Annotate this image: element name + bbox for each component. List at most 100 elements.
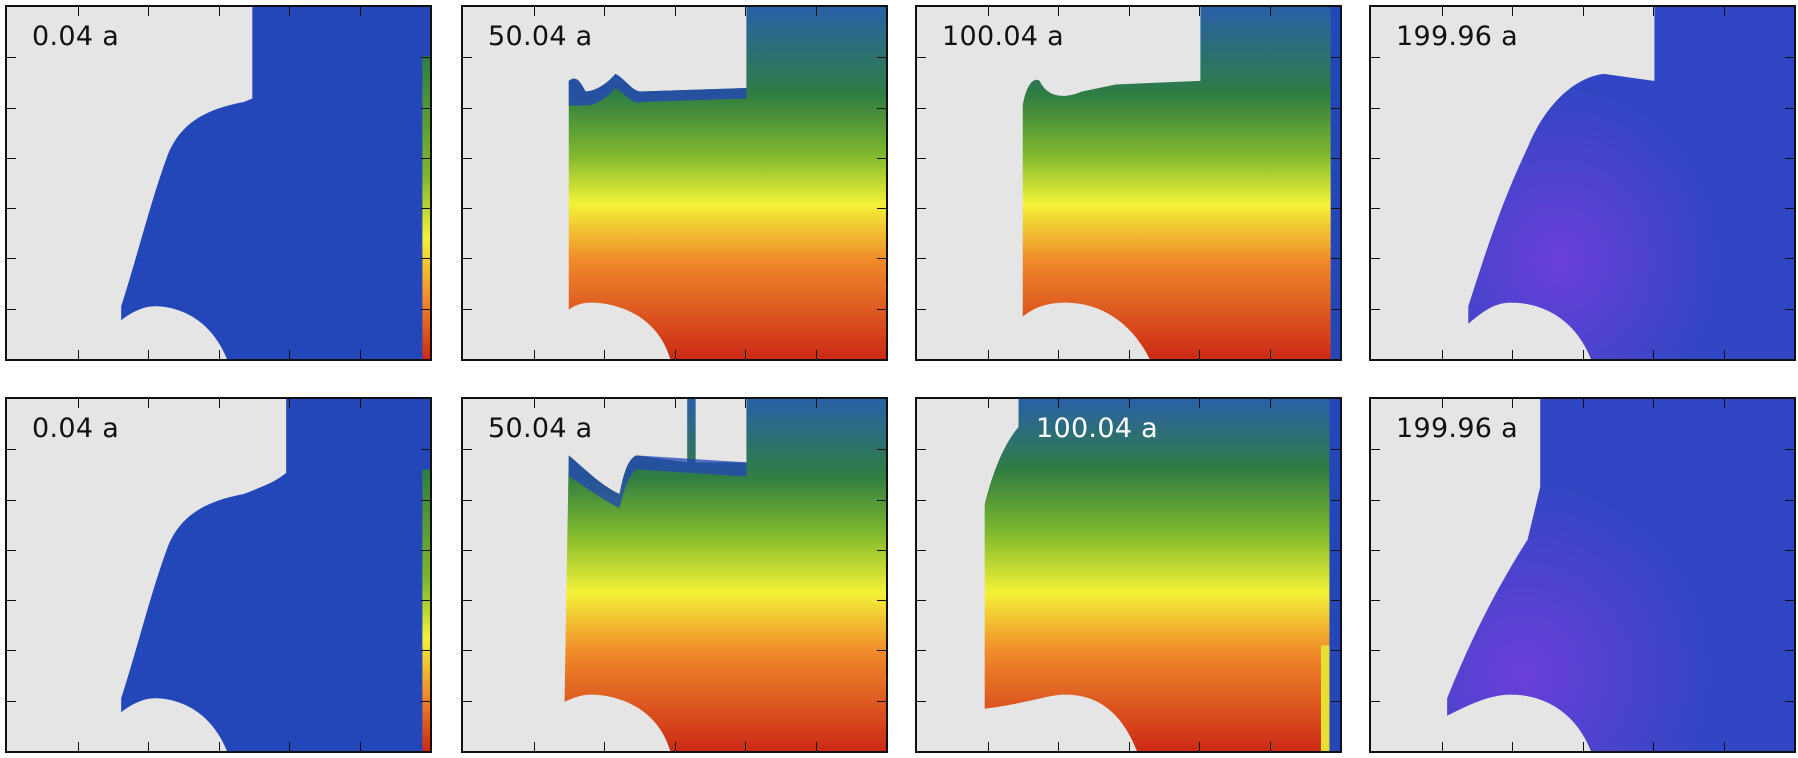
heatmap-plot bbox=[1022, 7, 1340, 359]
heatmap-panel-r1c4: 199.96 a bbox=[1369, 5, 1796, 361]
x-tick-bottom bbox=[1270, 742, 1271, 751]
x-tick-top bbox=[1583, 399, 1584, 408]
thin-blue-top-edge bbox=[568, 455, 747, 509]
x-tick-top bbox=[604, 399, 605, 408]
x-tick-top bbox=[78, 399, 79, 408]
y-tick-left bbox=[463, 650, 472, 651]
x-tick-bottom bbox=[604, 350, 605, 359]
panel-time-label: 50.04 a bbox=[488, 413, 593, 444]
y-tick-left bbox=[463, 600, 472, 601]
x-tick-bottom bbox=[1442, 742, 1443, 751]
y-tick-right bbox=[421, 701, 430, 702]
x-tick-top bbox=[1129, 7, 1130, 16]
y-tick-left bbox=[1371, 449, 1380, 450]
y-tick-left bbox=[917, 208, 926, 209]
y-tick-left bbox=[1371, 208, 1380, 209]
y-tick-left bbox=[1371, 258, 1380, 259]
x-tick-top bbox=[745, 399, 746, 408]
x-tick-bottom bbox=[289, 742, 290, 751]
thin-blue-top-edge bbox=[568, 73, 747, 106]
y-tick-right bbox=[421, 309, 430, 310]
y-tick-left bbox=[1371, 550, 1380, 551]
x-tick-top bbox=[988, 7, 989, 16]
y-tick-left bbox=[1371, 158, 1380, 159]
x-tick-top bbox=[148, 7, 149, 16]
x-tick-top bbox=[816, 7, 817, 16]
x-tick-bottom bbox=[219, 742, 220, 751]
y-tick-left bbox=[1371, 309, 1380, 310]
y-tick-left bbox=[917, 701, 926, 702]
y-tick-right bbox=[877, 57, 886, 58]
heatmap-panel-r2c1: 0.04 a bbox=[5, 397, 432, 753]
x-tick-bottom bbox=[1583, 742, 1584, 751]
y-tick-right bbox=[421, 208, 430, 209]
right-blue-edge bbox=[1330, 7, 1340, 359]
x-tick-bottom bbox=[78, 350, 79, 359]
x-tick-top bbox=[1583, 7, 1584, 16]
heatmap-plot bbox=[984, 399, 1340, 751]
y-tick-left bbox=[7, 449, 16, 450]
y-tick-left bbox=[463, 550, 472, 551]
heatmap-plot bbox=[568, 7, 886, 359]
y-tick-right bbox=[1785, 500, 1794, 501]
x-tick-bottom bbox=[816, 350, 817, 359]
x-tick-bottom bbox=[148, 350, 149, 359]
y-tick-right bbox=[877, 449, 886, 450]
y-tick-right bbox=[1785, 550, 1794, 551]
y-tick-right bbox=[877, 208, 886, 209]
y-tick-right bbox=[877, 500, 886, 501]
y-tick-left bbox=[7, 108, 16, 109]
x-tick-bottom bbox=[1442, 350, 1443, 359]
x-tick-top bbox=[1512, 399, 1513, 408]
y-tick-left bbox=[1371, 57, 1380, 58]
y-tick-left bbox=[463, 449, 472, 450]
x-tick-top bbox=[1058, 7, 1059, 16]
x-tick-bottom bbox=[1512, 350, 1513, 359]
y-tick-left bbox=[7, 158, 16, 159]
x-tick-bottom bbox=[1724, 742, 1725, 751]
x-tick-bottom bbox=[1199, 350, 1200, 359]
y-tick-left bbox=[1371, 600, 1380, 601]
x-tick-bottom bbox=[534, 742, 535, 751]
y-tick-left bbox=[917, 600, 926, 601]
y-tick-right bbox=[1331, 600, 1340, 601]
right-yellow-edge bbox=[1320, 645, 1330, 751]
y-tick-right bbox=[421, 449, 430, 450]
y-tick-left bbox=[7, 57, 16, 58]
x-tick-top bbox=[289, 7, 290, 16]
x-tick-bottom bbox=[1129, 350, 1130, 359]
x-tick-bottom bbox=[988, 742, 989, 751]
y-tick-right bbox=[1785, 600, 1794, 601]
heatmap-panel-r1c3: 100.04 a bbox=[915, 5, 1342, 361]
y-tick-left bbox=[463, 108, 472, 109]
y-tick-left bbox=[7, 650, 16, 651]
x-tick-bottom bbox=[1199, 742, 1200, 751]
heatmap-panel-r2c3: 100.04 a bbox=[915, 397, 1342, 753]
y-tick-right bbox=[877, 600, 886, 601]
domain-region bbox=[1447, 399, 1794, 751]
y-tick-left bbox=[917, 57, 926, 58]
x-tick-top bbox=[604, 7, 605, 16]
y-tick-left bbox=[463, 208, 472, 209]
y-tick-right bbox=[877, 650, 886, 651]
y-tick-left bbox=[463, 57, 472, 58]
x-tick-top bbox=[1653, 7, 1654, 16]
panel-time-label: 0.04 a bbox=[32, 413, 120, 444]
x-tick-top bbox=[148, 399, 149, 408]
panel-time-label: 50.04 a bbox=[488, 21, 593, 52]
y-tick-right bbox=[1331, 208, 1340, 209]
y-tick-right bbox=[877, 258, 886, 259]
y-tick-left bbox=[463, 500, 472, 501]
y-tick-left bbox=[917, 650, 926, 651]
x-tick-top bbox=[360, 7, 361, 16]
x-tick-bottom bbox=[675, 350, 676, 359]
x-tick-top bbox=[675, 7, 676, 16]
x-tick-bottom bbox=[816, 742, 817, 751]
heatmap-plot bbox=[1447, 399, 1794, 751]
y-tick-right bbox=[1331, 258, 1340, 259]
y-tick-left bbox=[463, 309, 472, 310]
x-tick-top bbox=[534, 7, 535, 16]
y-tick-left bbox=[7, 500, 16, 501]
x-tick-bottom bbox=[1583, 350, 1584, 359]
y-tick-left bbox=[917, 309, 926, 310]
